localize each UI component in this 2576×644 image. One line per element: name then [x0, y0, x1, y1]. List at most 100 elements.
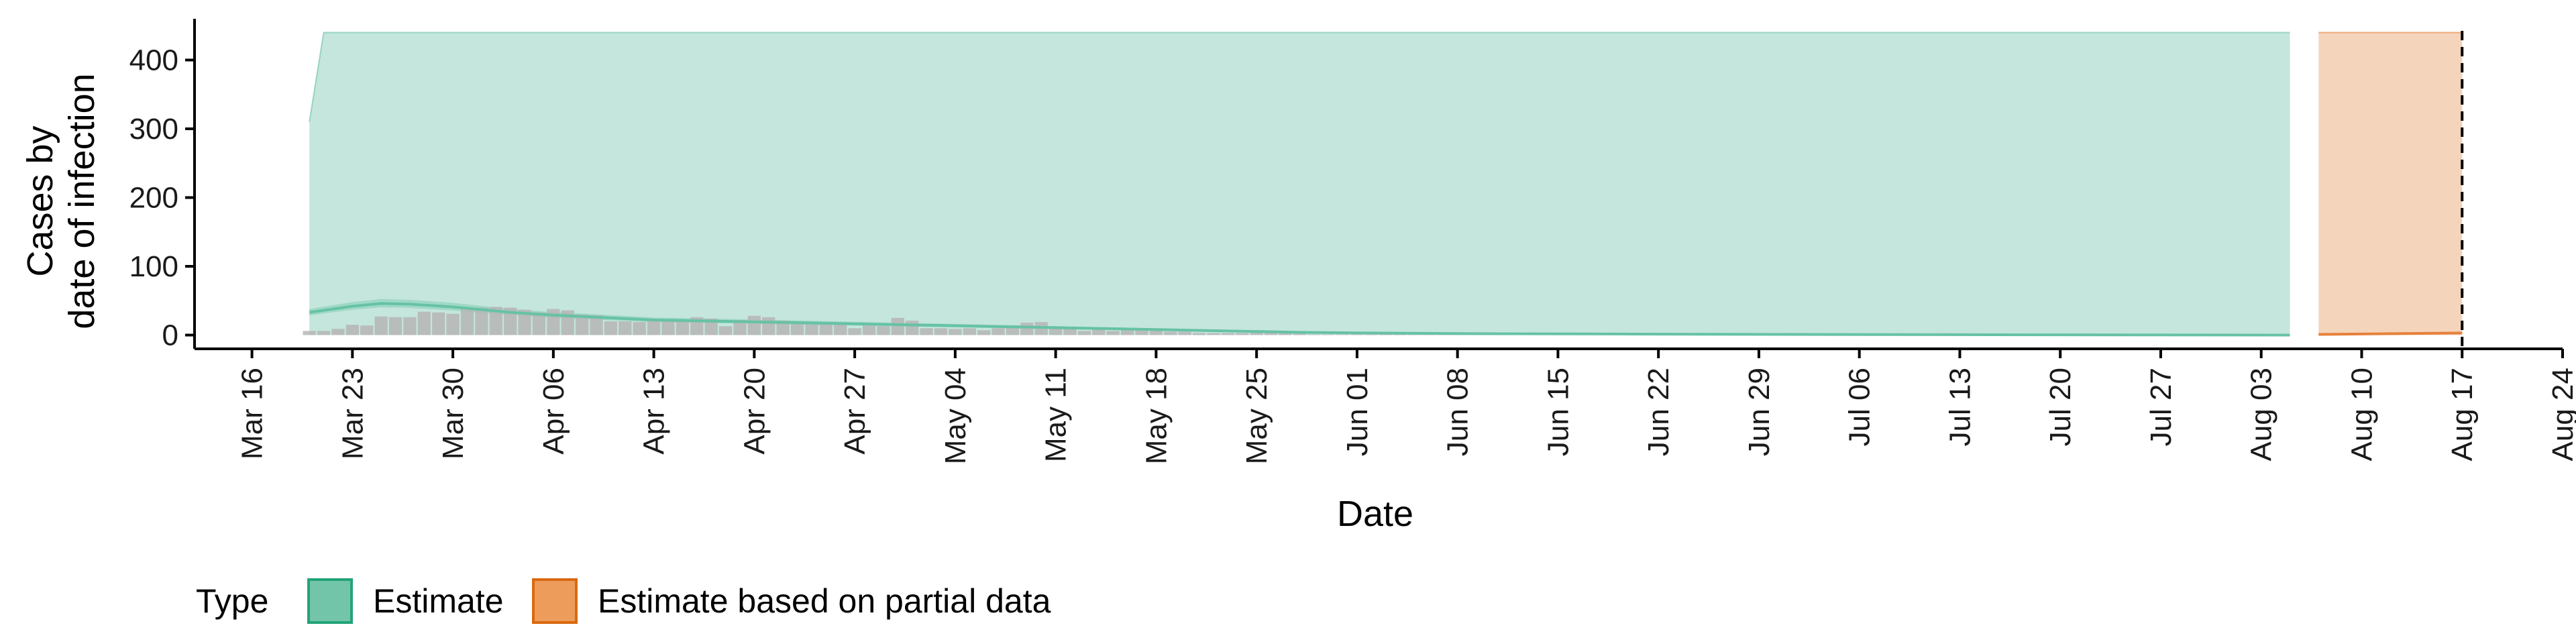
bar-2020-05-01 [906, 320, 919, 335]
x-axis-ticks: Mar 16 Mar 23 Mar 30 Apr 06 Apr 13 Apr 20 Apr … [236, 349, 2576, 464]
x-tick-label-13: Jun 15 [1542, 368, 1574, 456]
bar-2020-04-19 [733, 319, 747, 335]
x-tick-label-14: Jun 22 [1642, 368, 1675, 456]
bar-2020-05-17 [1135, 329, 1148, 335]
legend-title: Type [196, 582, 268, 620]
bar-2020-06-04 [1393, 334, 1407, 335]
y-tick-label-400: 400 [129, 44, 178, 77]
bar-2020-05-27 [1279, 333, 1292, 335]
x-tick-label-1: Mar 23 [336, 368, 369, 460]
bar-2020-05-23 [1221, 333, 1234, 335]
legend-label-partial-estimate: Estimate based on partial data [598, 582, 1051, 620]
bar-2020-04-15 [676, 321, 690, 335]
bar-2020-03-28 [417, 311, 431, 335]
bar-2020-05-13 [1077, 331, 1091, 335]
bar-2020-05-29 [1307, 334, 1321, 335]
bar-2020-04-20 [747, 315, 761, 335]
bar-2020-05-24 [1236, 333, 1249, 335]
legend: Type Estimate Estimate based on partial … [196, 578, 1051, 624]
bar-2020-04-26 [834, 323, 847, 335]
bar-2020-03-26 [388, 317, 402, 335]
bar-2020-04-22 [776, 320, 790, 335]
bar-2020-06-03 [1379, 334, 1393, 335]
x-tick-label-11: Jun 01 [1341, 368, 1374, 456]
x-tick-label-23: Aug 24 [2546, 368, 2576, 461]
bar-2020-05-19 [1164, 331, 1177, 335]
x-tick-label-12: Jun 08 [1442, 368, 1474, 456]
y-axis-title-line-2: date of infection [62, 73, 102, 329]
y-tick-label-100: 100 [129, 250, 178, 283]
bar-2020-03-31 [460, 309, 474, 335]
x-axis-title: Date [1337, 494, 1413, 534]
bar-2020-03-30 [446, 313, 460, 335]
bar-2020-04-11 [619, 321, 632, 335]
bar-2020-04-13 [647, 319, 661, 335]
y-axis-title: Cases by date of infection [20, 73, 102, 329]
y-tick-label-200: 200 [129, 182, 178, 215]
bar-2020-05-06 [977, 330, 991, 335]
bar-2020-04-24 [805, 322, 818, 335]
bar-2020-04-10 [604, 321, 618, 335]
bar-2020-04-08 [576, 314, 589, 335]
x-tick-label-0: Mar 16 [236, 368, 269, 460]
bar-2020-04-27 [848, 328, 861, 335]
bar-2020-05-18 [1149, 329, 1163, 335]
axes [193, 19, 2563, 350]
x-tick-label-22: Aug 17 [2446, 368, 2479, 461]
median-line-partial-estimate [2318, 331, 2463, 336]
y-axis-title-line-1: Cases by [20, 125, 60, 276]
median-lines [309, 302, 2463, 337]
reported-case-bars [303, 307, 1565, 335]
x-tick-label-15: Jun 29 [1743, 368, 1776, 456]
y-tick-label-0: 0 [162, 319, 178, 352]
bar-2020-04-04 [518, 309, 531, 335]
bar-2020-05-09 [1020, 323, 1034, 335]
bar-2020-05-15 [1106, 331, 1120, 335]
bar-2020-03-24 [360, 325, 374, 335]
area-estimate [309, 32, 2290, 335]
bar-2020-04-30 [891, 317, 904, 335]
estimate-areas [309, 32, 2463, 335]
bar-2020-05-07 [991, 328, 1005, 335]
bar-2020-04-28 [862, 325, 876, 335]
bar-2020-03-25 [374, 316, 388, 335]
bar-2020-05-02 [920, 328, 933, 335]
y-axis-ticks: 0 100 200 300 400 [129, 44, 195, 352]
x-tick-label-18: Jul 20 [2044, 368, 2077, 446]
bar-2020-05-20 [1178, 331, 1191, 335]
bar-2020-05-11 [1049, 327, 1063, 335]
bar-2020-05-22 [1207, 333, 1220, 335]
bar-2020-04-09 [590, 315, 603, 335]
bar-2020-05-14 [1092, 329, 1106, 335]
area-partial-estimate [2318, 32, 2463, 335]
x-tick-label-5: Apr 20 [738, 368, 771, 455]
bar-2020-03-23 [345, 325, 359, 335]
bar-2020-05-03 [934, 328, 948, 335]
legend-label-estimate: Estimate [373, 582, 504, 620]
area-upper-edge-0 [309, 32, 2290, 122]
bar-2020-04-01 [475, 307, 488, 335]
legend-swatch-estimate [307, 578, 353, 624]
bar-2020-04-18 [718, 326, 733, 335]
x-tick-label-10: May 25 [1240, 368, 1273, 464]
bar-2020-03-22 [331, 329, 345, 335]
bar-2020-04-06 [547, 309, 560, 335]
bar-2020-04-07 [561, 310, 574, 335]
bar-2020-04-12 [633, 322, 646, 335]
x-tick-label-4: Apr 13 [638, 368, 671, 455]
bar-2020-04-21 [762, 317, 775, 335]
median-line-estimate [309, 302, 2290, 337]
bar-2020-05-04 [949, 329, 962, 335]
bar-2020-03-21 [317, 331, 331, 335]
x-tick-label-9: May 18 [1140, 368, 1173, 464]
bar-2020-03-27 [403, 317, 417, 335]
bar-2020-05-16 [1120, 330, 1134, 335]
bar-2020-03-20 [303, 331, 316, 335]
bar-2020-04-14 [661, 321, 675, 335]
x-tick-label-3: Apr 06 [537, 368, 570, 455]
bar-2020-05-30 [1322, 334, 1335, 335]
bar-2020-04-05 [532, 312, 546, 335]
x-tick-label-19: Jul 27 [2145, 368, 2178, 446]
x-tick-label-21: Aug 10 [2345, 368, 2378, 461]
x-tick-label-16: Jul 06 [1843, 368, 1876, 446]
